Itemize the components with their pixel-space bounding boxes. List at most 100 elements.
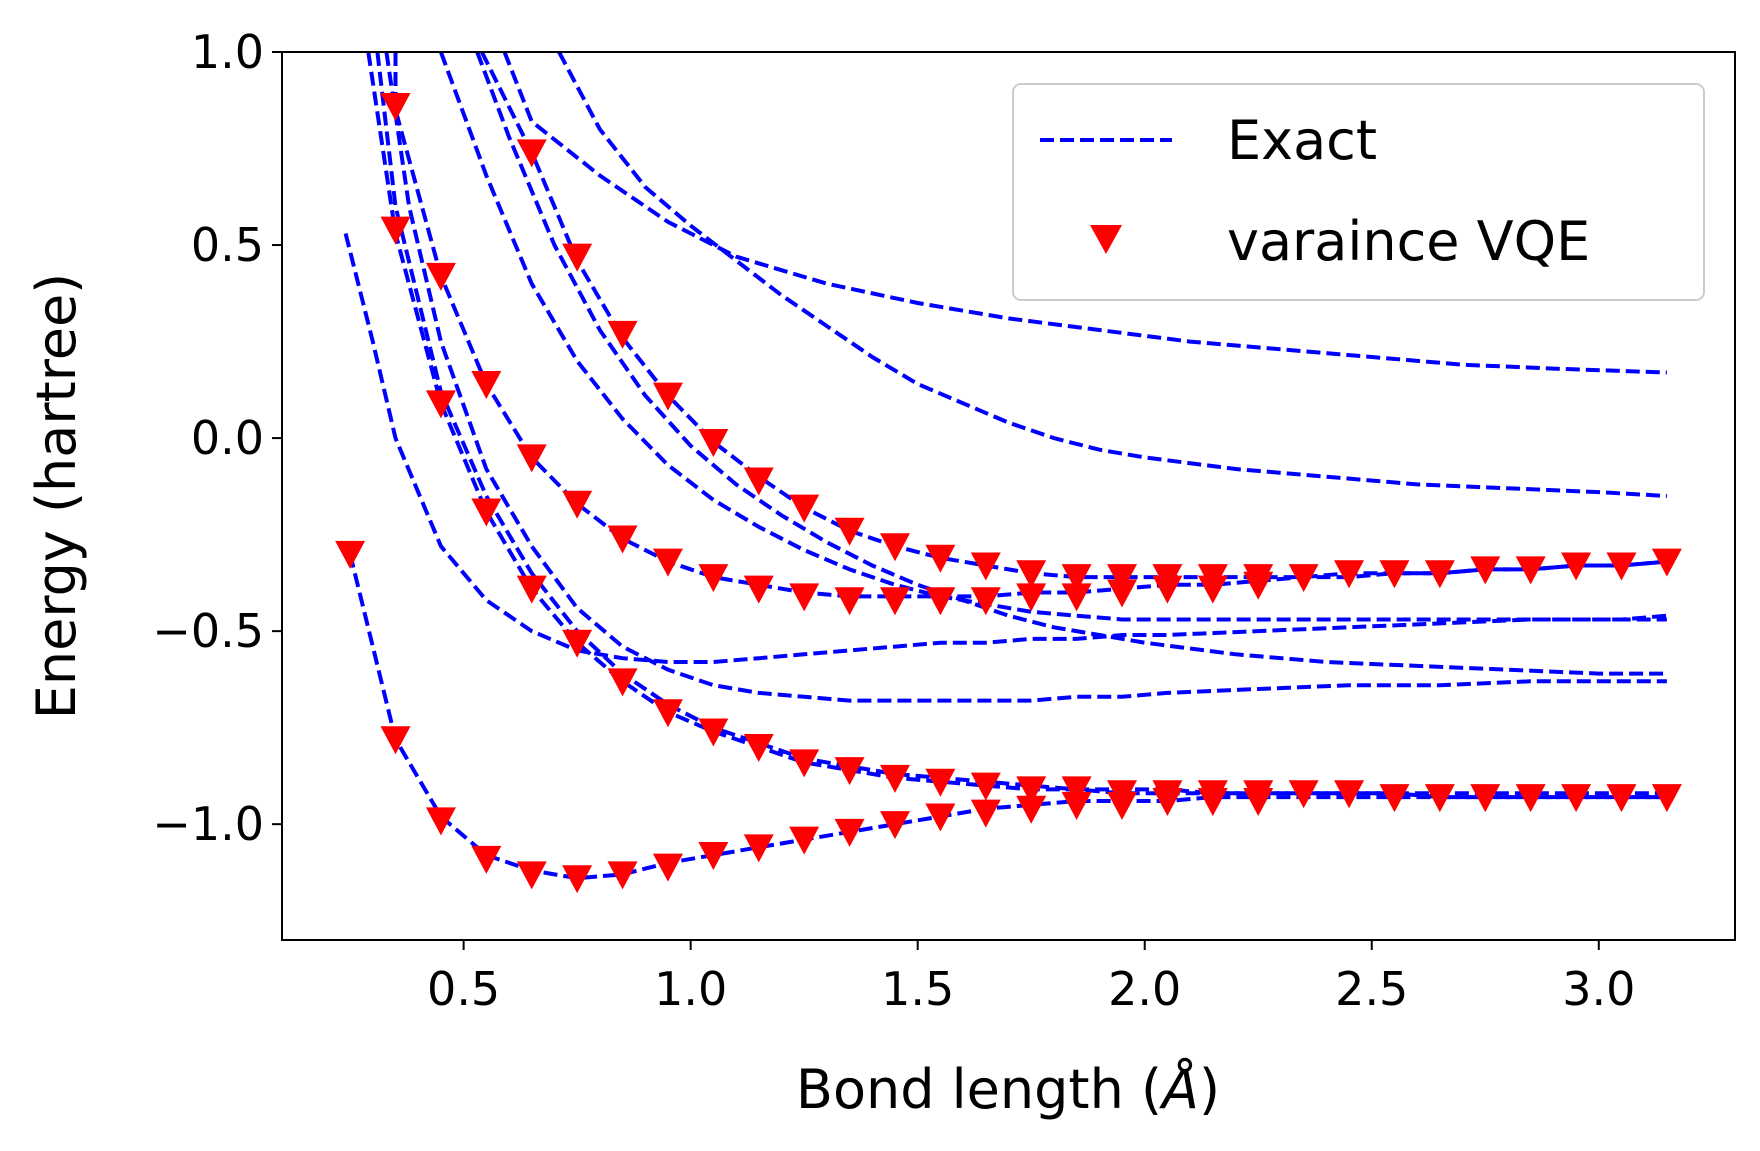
- legend-box: [1012, 83, 1705, 301]
- legend: Exact varaince VQE: [1012, 83, 1705, 301]
- legend-vqe-label: varaince VQE: [1227, 210, 1590, 273]
- vqe-point: [1424, 784, 1455, 813]
- vqe-point: [652, 382, 683, 411]
- vqe-point: [425, 390, 456, 419]
- vqe-point: [970, 587, 1001, 616]
- x-tick-label: 2.0: [1108, 962, 1181, 1016]
- vqe-point: [1651, 548, 1682, 577]
- x-axis-ticks: 0.5 1.0 1.5 2.0 2.5 3.0: [427, 940, 1635, 1016]
- y-axis-ticks: −1.0 −0.5 0.0 0.5 1.0: [152, 25, 282, 851]
- vqe-point: [1152, 788, 1183, 817]
- vqe-point: [1561, 552, 1592, 581]
- vqe-point: [1061, 564, 1092, 593]
- vqe-point: [925, 587, 956, 616]
- vqe-point: [879, 811, 910, 840]
- vqe-point: [1197, 575, 1228, 604]
- vqe-point: [698, 718, 729, 747]
- vqe-point: [516, 139, 547, 168]
- vqe-point: [1243, 571, 1274, 600]
- vqe-point: [698, 842, 729, 871]
- vqe-point: [471, 845, 502, 874]
- x-axis-label-text: Bond length (: [796, 1058, 1162, 1121]
- vqe-point: [607, 320, 638, 349]
- vqe-point: [516, 444, 547, 473]
- vqe-point: [471, 498, 502, 527]
- vqe-point: [1288, 780, 1319, 809]
- y-tick-label: 0.0: [191, 411, 264, 465]
- x-tick-label: 0.5: [427, 962, 500, 1016]
- x-tick-label: 2.5: [1335, 962, 1408, 1016]
- vqe-point: [1243, 788, 1274, 817]
- vqe-point: [1197, 788, 1228, 817]
- vqe-point: [1606, 552, 1637, 581]
- vqe-point: [380, 726, 411, 755]
- vqe-point: [607, 668, 638, 697]
- x-tick-label: 3.0: [1562, 962, 1635, 1016]
- vqe-point: [970, 799, 1001, 828]
- x-axis-label-close: ): [1199, 1058, 1220, 1121]
- vqe-point: [425, 262, 456, 291]
- vqe-point: [1651, 784, 1682, 813]
- vqe-point: [607, 525, 638, 554]
- vqe-point: [925, 544, 956, 573]
- vqe-point: [335, 540, 366, 569]
- vqe-point: [925, 803, 956, 832]
- vqe-point: [1061, 583, 1092, 612]
- vqe-point: [1016, 795, 1047, 824]
- vqe-point: [607, 861, 638, 890]
- vqe-point: [1107, 791, 1138, 820]
- vqe-point: [1470, 556, 1501, 585]
- vqe-point: [970, 772, 1001, 801]
- vqe-point: [698, 428, 729, 457]
- exact-curve-11: [557, 52, 1668, 498]
- vqe-point: [380, 93, 411, 122]
- vqe-point: [652, 699, 683, 728]
- vqe-markers: [335, 93, 1682, 894]
- vqe-point: [1107, 579, 1138, 608]
- vqe-point: [562, 865, 593, 894]
- y-tick-label: −1.0: [152, 797, 264, 851]
- vqe-point: [925, 768, 956, 797]
- vqe-point: [1107, 564, 1138, 593]
- vqe-point: [834, 587, 865, 616]
- exact-curve-10: [502, 52, 1667, 375]
- vqe-point: [789, 826, 820, 855]
- vqe-point: [1288, 564, 1319, 593]
- vqe-point: [789, 749, 820, 778]
- vqe-point: [1561, 784, 1592, 813]
- vqe-point: [789, 583, 820, 612]
- x-axis-label-symbol: Å: [1159, 1057, 1199, 1121]
- vqe-point: [562, 243, 593, 272]
- legend-exact-label: Exact: [1227, 109, 1377, 172]
- vqe-point: [1061, 791, 1092, 820]
- vqe-point: [879, 764, 910, 793]
- vqe-point: [1379, 784, 1410, 813]
- vqe-point: [1606, 784, 1637, 813]
- vqe-point: [834, 517, 865, 546]
- vqe-point: [743, 834, 774, 863]
- vqe-point: [970, 552, 1001, 581]
- y-tick-label: 1.0: [191, 25, 264, 79]
- vqe-point: [652, 548, 683, 577]
- vqe-point: [516, 861, 547, 890]
- x-axis-label: Bond length (Å): [796, 1057, 1220, 1121]
- vqe-point: [1515, 784, 1546, 813]
- vqe-point: [425, 807, 456, 836]
- vqe-point: [1334, 780, 1365, 809]
- vqe-point: [879, 533, 910, 562]
- y-tick-label: 0.5: [191, 218, 264, 272]
- vqe-point: [789, 494, 820, 523]
- vqe-point: [562, 490, 593, 519]
- vqe-point: [1016, 560, 1047, 589]
- vqe-point: [1379, 560, 1410, 589]
- vqe-point: [1152, 575, 1183, 604]
- vqe-point: [834, 757, 865, 786]
- legend-vqe-marker: [1090, 225, 1122, 254]
- vqe-point: [743, 733, 774, 762]
- vqe-point: [652, 853, 683, 882]
- vqe-point: [743, 467, 774, 496]
- vqe-point: [698, 564, 729, 593]
- vqe-point: [834, 818, 865, 847]
- vqe-point: [1334, 560, 1365, 589]
